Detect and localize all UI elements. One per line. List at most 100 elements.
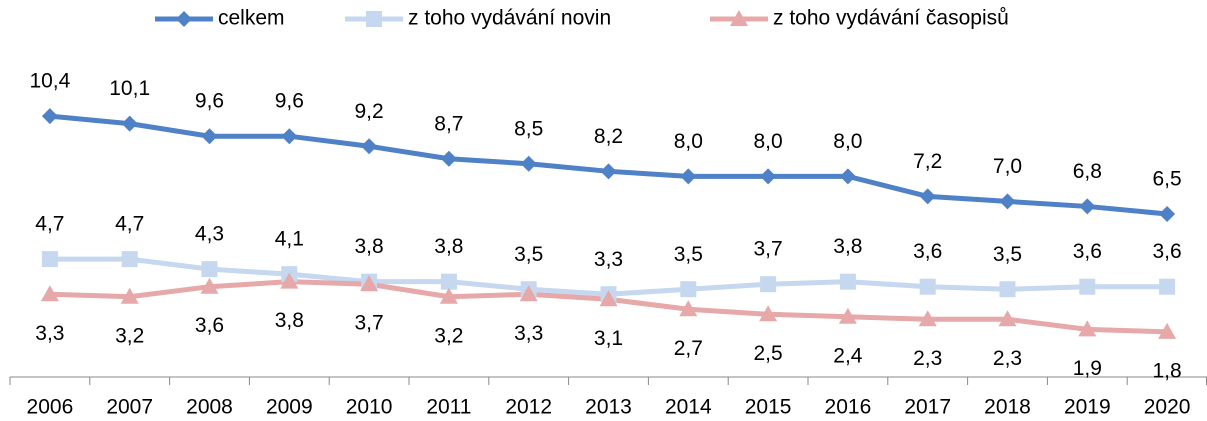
data-point	[999, 281, 1016, 298]
data-point	[201, 261, 218, 278]
data-point	[999, 193, 1016, 210]
data-point	[600, 163, 617, 180]
data-label: 3,6	[1152, 240, 1181, 263]
x-tick-label: 2018	[984, 396, 1031, 419]
data-point	[360, 275, 379, 292]
legend-marker	[366, 11, 382, 27]
data-label: 4,7	[115, 213, 144, 236]
x-tick-label: 2010	[346, 396, 393, 419]
data-label: 2,4	[833, 344, 863, 367]
data-label: 4,1	[275, 228, 304, 251]
data-point	[998, 310, 1017, 327]
x-tick-label: 2020	[1144, 396, 1191, 419]
data-point	[121, 115, 138, 132]
data-label: 8,0	[833, 130, 862, 153]
data-point	[40, 285, 59, 302]
data-point	[599, 290, 618, 307]
x-tick-label: 2008	[186, 396, 233, 419]
data-point	[1158, 322, 1177, 339]
data-label: 3,2	[115, 324, 144, 347]
data-label: 3,8	[275, 309, 304, 332]
x-tick-label: 2013	[585, 396, 632, 419]
data-point	[759, 305, 778, 322]
legend-marker	[176, 11, 192, 27]
data-label: 3,6	[1073, 240, 1102, 263]
data-point	[439, 287, 458, 304]
data-label: 3,7	[753, 238, 782, 261]
data-label: 6,8	[1073, 160, 1102, 183]
data-label: 3,5	[993, 243, 1022, 266]
data-point	[1159, 278, 1176, 295]
data-point	[200, 277, 219, 294]
data-point	[919, 278, 936, 295]
data-point	[838, 307, 857, 324]
data-point	[361, 138, 378, 155]
data-label: 8,5	[514, 117, 543, 140]
data-point	[919, 188, 936, 205]
x-tick-label: 2015	[745, 396, 792, 419]
x-tick-label: 2007	[106, 396, 153, 419]
data-point	[201, 128, 218, 145]
data-point	[1079, 198, 1096, 215]
legend-label: celkem	[218, 7, 285, 30]
data-label: 2,3	[993, 347, 1022, 370]
data-point	[680, 168, 697, 185]
data-label: 8,2	[594, 125, 623, 148]
data-label: 8,0	[753, 130, 782, 153]
data-point	[1079, 278, 1096, 295]
x-tick-label: 2016	[825, 396, 872, 419]
data-label: 4,7	[35, 213, 64, 236]
data-point	[440, 273, 457, 290]
data-label: 3,3	[514, 322, 543, 345]
data-label: 8,7	[434, 112, 463, 135]
data-point	[1078, 320, 1097, 337]
data-label: 1,8	[1152, 359, 1181, 382]
data-point	[120, 287, 139, 304]
data-label: 3,6	[913, 240, 942, 263]
data-label: 1,9	[1073, 357, 1102, 380]
data-label: 3,1	[594, 327, 623, 350]
data-point	[520, 155, 537, 172]
data-label: 3,6	[195, 314, 224, 337]
x-tick-label: 2012	[505, 396, 552, 419]
data-point	[680, 281, 697, 298]
data-point	[918, 310, 937, 327]
data-label: 2,7	[674, 337, 703, 360]
data-point	[760, 168, 777, 185]
legend-marker	[730, 10, 748, 26]
data-point	[41, 251, 58, 268]
data-label: 2,3	[913, 347, 942, 370]
data-point	[280, 272, 299, 289]
data-point	[839, 273, 856, 290]
data-point	[1159, 205, 1176, 222]
data-label: 9,2	[354, 100, 383, 123]
x-tick-label: 2019	[1064, 396, 1111, 419]
data-label: 3,5	[514, 243, 543, 266]
data-point	[679, 300, 698, 317]
data-label: 3,2	[434, 324, 463, 347]
data-label: 3,5	[674, 243, 703, 266]
data-point	[519, 285, 538, 302]
data-point	[41, 108, 58, 125]
data-label: 3,8	[434, 235, 463, 258]
data-label: 7,2	[913, 150, 942, 173]
legend-label: z toho vydávání časopisů	[773, 7, 1009, 30]
data-label: 3,7	[354, 312, 383, 335]
data-point	[121, 251, 138, 268]
data-point	[839, 168, 856, 185]
legend-label: z toho vydávání novin	[408, 7, 611, 30]
data-label: 6,5	[1152, 168, 1181, 191]
data-label: 3,3	[35, 322, 64, 345]
data-label: 4,3	[195, 223, 224, 246]
data-label: 9,6	[195, 90, 224, 113]
data-point	[760, 276, 777, 293]
x-tick-label: 2009	[266, 396, 313, 419]
data-label: 10,1	[109, 77, 150, 100]
data-label: 9,6	[275, 90, 304, 113]
data-label: 3,3	[594, 248, 623, 271]
data-label: 2,5	[753, 342, 782, 365]
x-tick-label: 2011	[426, 396, 471, 419]
x-tick-label: 2017	[904, 396, 951, 419]
data-label: 8,0	[674, 130, 703, 153]
